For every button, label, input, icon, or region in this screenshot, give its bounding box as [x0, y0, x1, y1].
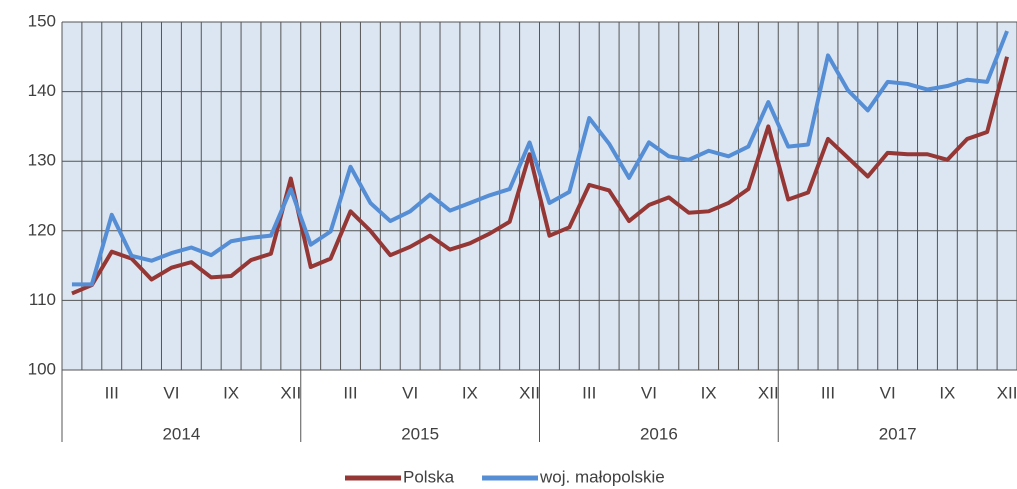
y-tick-label: 140 [28, 81, 56, 100]
x-tick-label: III [343, 383, 357, 402]
data-line [71, 30, 1009, 287]
y-tick-label: 130 [28, 151, 56, 170]
y-tick-label: 110 [29, 290, 56, 309]
y-tick-label: 100 [28, 359, 56, 378]
x-tick-label: IX [462, 383, 478, 402]
x-tick-label: IX [223, 383, 239, 402]
year-label: 2016 [640, 424, 678, 443]
year-label: 2014 [162, 424, 200, 443]
x-tick-label: XII [280, 383, 301, 402]
x-tick-label: VI [163, 383, 179, 402]
y-tick-label: 150 [28, 11, 56, 30]
legend-label: woj. małopolskie [539, 467, 665, 486]
x-tick-label: III [821, 383, 835, 402]
x-tick-label: XII [519, 383, 540, 402]
x-tick-label: XII [997, 383, 1017, 402]
x-tick-label: III [105, 383, 119, 402]
x-tick-label: VI [880, 383, 896, 402]
y-tick-label: 120 [28, 220, 56, 239]
x-tick-label: IX [939, 383, 955, 402]
x-tick-label: III [582, 383, 596, 402]
x-tick-label: VI [641, 383, 657, 402]
data-line [71, 56, 1009, 296]
x-tick-label: XII [758, 383, 779, 402]
legend-label: Polska [403, 467, 455, 486]
year-label: 2017 [879, 424, 917, 443]
year-label: 2015 [401, 424, 439, 443]
x-tick-label: VI [402, 383, 418, 402]
x-tick-label: IX [701, 383, 717, 402]
